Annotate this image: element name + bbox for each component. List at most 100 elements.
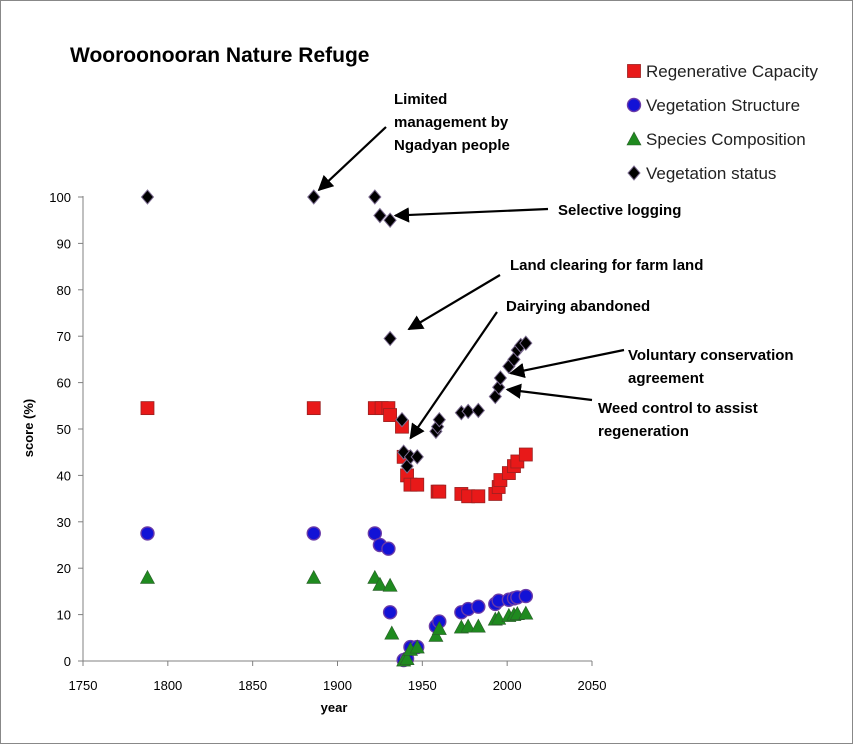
y-tick-label: 30 — [57, 515, 71, 530]
annotation-line: Weed control to assist — [598, 400, 758, 417]
annotation-line: regeneration — [598, 423, 689, 440]
point-species-composition — [470, 618, 486, 633]
y-tick-label: 10 — [57, 608, 71, 623]
point-species-composition — [382, 577, 398, 592]
annotation-line: Ngadyan people — [394, 137, 510, 154]
point-species-composition — [518, 605, 534, 620]
annotation: Selective logging — [393, 202, 681, 223]
point-vegetation-status — [307, 189, 321, 205]
point-species-composition — [306, 569, 322, 584]
annotation-text: Selective logging — [558, 202, 681, 219]
point-species-composition — [409, 639, 425, 654]
point-vegetation-status — [410, 449, 424, 465]
x-axis-label: year — [321, 700, 348, 715]
y-tick-label: 100 — [49, 190, 71, 205]
y-tick-label: 0 — [64, 654, 71, 669]
point-regenerative-capacity — [383, 408, 397, 422]
legend-marker-species-composition — [626, 131, 642, 146]
legend-label-species-composition: Species Composition — [646, 130, 806, 149]
point-vegetation-status — [395, 411, 409, 428]
annotation-line: Voluntary conservation — [628, 347, 794, 364]
point-vegetation-status — [373, 207, 387, 224]
point-vegetation-structure — [518, 588, 534, 604]
annotation-line: Land clearing for farm land — [510, 257, 703, 274]
legend: Regenerative Capacity Vegetation Structur… — [626, 62, 818, 183]
annotation-arrow — [407, 274, 501, 331]
x-tick-label: 1750 — [69, 678, 98, 693]
annotation-arrow — [509, 348, 625, 379]
annotations: Limited management by Ngadyan people Select… — [317, 91, 794, 440]
point-species-composition — [460, 618, 476, 633]
annotation-line: Limited — [394, 91, 447, 108]
y-tick-label: 40 — [57, 468, 71, 483]
y-tick-label: 60 — [57, 376, 71, 391]
x-tick-label: 2050 — [578, 678, 607, 693]
y-tick-label: 90 — [57, 236, 71, 251]
point-vegetation-status — [432, 411, 446, 428]
point-species-composition — [428, 627, 444, 642]
annotation-line: management by — [394, 114, 509, 131]
point-species-composition — [399, 651, 415, 665]
annotation-arrow — [505, 383, 593, 402]
point-vegetation-structure — [381, 541, 396, 556]
y-axis-label: score (%) — [21, 399, 36, 458]
point-regenerative-capacity — [518, 447, 533, 462]
series-vegetation-status — [140, 189, 533, 474]
point-vegetation-structure — [471, 599, 486, 614]
legend-label-vegetation-status: Vegetation status — [646, 164, 776, 183]
annotation-text: Dairying abandoned — [506, 298, 650, 315]
point-vegetation-status — [471, 402, 485, 419]
point-species-composition — [431, 620, 447, 635]
annotation-text: Voluntary conservation agreement — [628, 347, 794, 387]
annotation: Dairying abandoned — [409, 298, 650, 440]
annotation: Weed control to assist regeneration — [505, 383, 758, 440]
annotation-line: agreement — [628, 370, 704, 387]
legend-marker-vegetation-structure — [626, 97, 642, 113]
annotation: Land clearing for farm land — [407, 257, 703, 331]
x-tick-label: 1850 — [238, 678, 267, 693]
point-species-composition — [372, 576, 388, 591]
point-regenerative-capacity — [140, 401, 155, 416]
legend-label-regenerative-capacity: Regenerative Capacity — [646, 62, 818, 81]
point-regenerative-capacity — [471, 489, 486, 504]
y-tick-label: 70 — [57, 329, 71, 344]
annotation-text: Land clearing for farm land — [510, 257, 703, 274]
annotation-line: Selective logging — [558, 202, 681, 219]
annotation-arrow — [409, 311, 498, 440]
annotation-text: Limited management by Ngadyan people — [394, 91, 510, 154]
annotation: Limited management by Ngadyan people — [317, 91, 510, 192]
annotation: Voluntary conservation agreement — [509, 347, 794, 387]
point-species-composition — [139, 569, 155, 584]
legend-marker-regenerative-capacity — [627, 64, 641, 78]
axes: 0 10 20 30 40 50 60 70 80 90 100 1750 1800 1850 1900 19… — [49, 190, 606, 693]
annotation-line: Dairying abandoned — [506, 298, 650, 315]
point-vegetation-structure — [382, 605, 398, 620]
point-vegetation-status — [383, 330, 397, 347]
point-vegetation-status — [493, 370, 508, 386]
y-tick-label: 20 — [57, 561, 71, 576]
annotation-text: Weed control to assist regeneration — [598, 400, 758, 440]
point-vegetation-status — [368, 189, 382, 205]
point-vegetation-structure — [140, 526, 155, 541]
point-vegetation-status — [519, 335, 533, 351]
series-vegetation-structure — [140, 526, 534, 668]
point-species-composition — [384, 625, 400, 640]
annotation-arrow — [393, 207, 549, 223]
y-tick-label: 50 — [57, 422, 71, 437]
series-regenerative-capacity — [140, 401, 533, 504]
x-tick-label: 1950 — [408, 678, 437, 693]
chart-title: Wooroonooran Nature Refuge — [70, 44, 369, 67]
x-tick-label: 2000 — [493, 678, 522, 693]
point-regenerative-capacity — [306, 401, 321, 416]
y-tick-label: 80 — [57, 283, 71, 298]
legend-marker-vegetation-status — [627, 165, 641, 181]
point-vegetation-status — [140, 189, 155, 205]
x-tick-label: 1800 — [153, 678, 182, 693]
point-vegetation-status — [461, 403, 475, 420]
point-vegetation-structure — [306, 526, 321, 541]
point-regenerative-capacity — [410, 477, 425, 492]
point-regenerative-capacity — [432, 484, 447, 499]
point-vegetation-structure — [367, 526, 383, 541]
x-tick-label: 1900 — [323, 678, 352, 693]
